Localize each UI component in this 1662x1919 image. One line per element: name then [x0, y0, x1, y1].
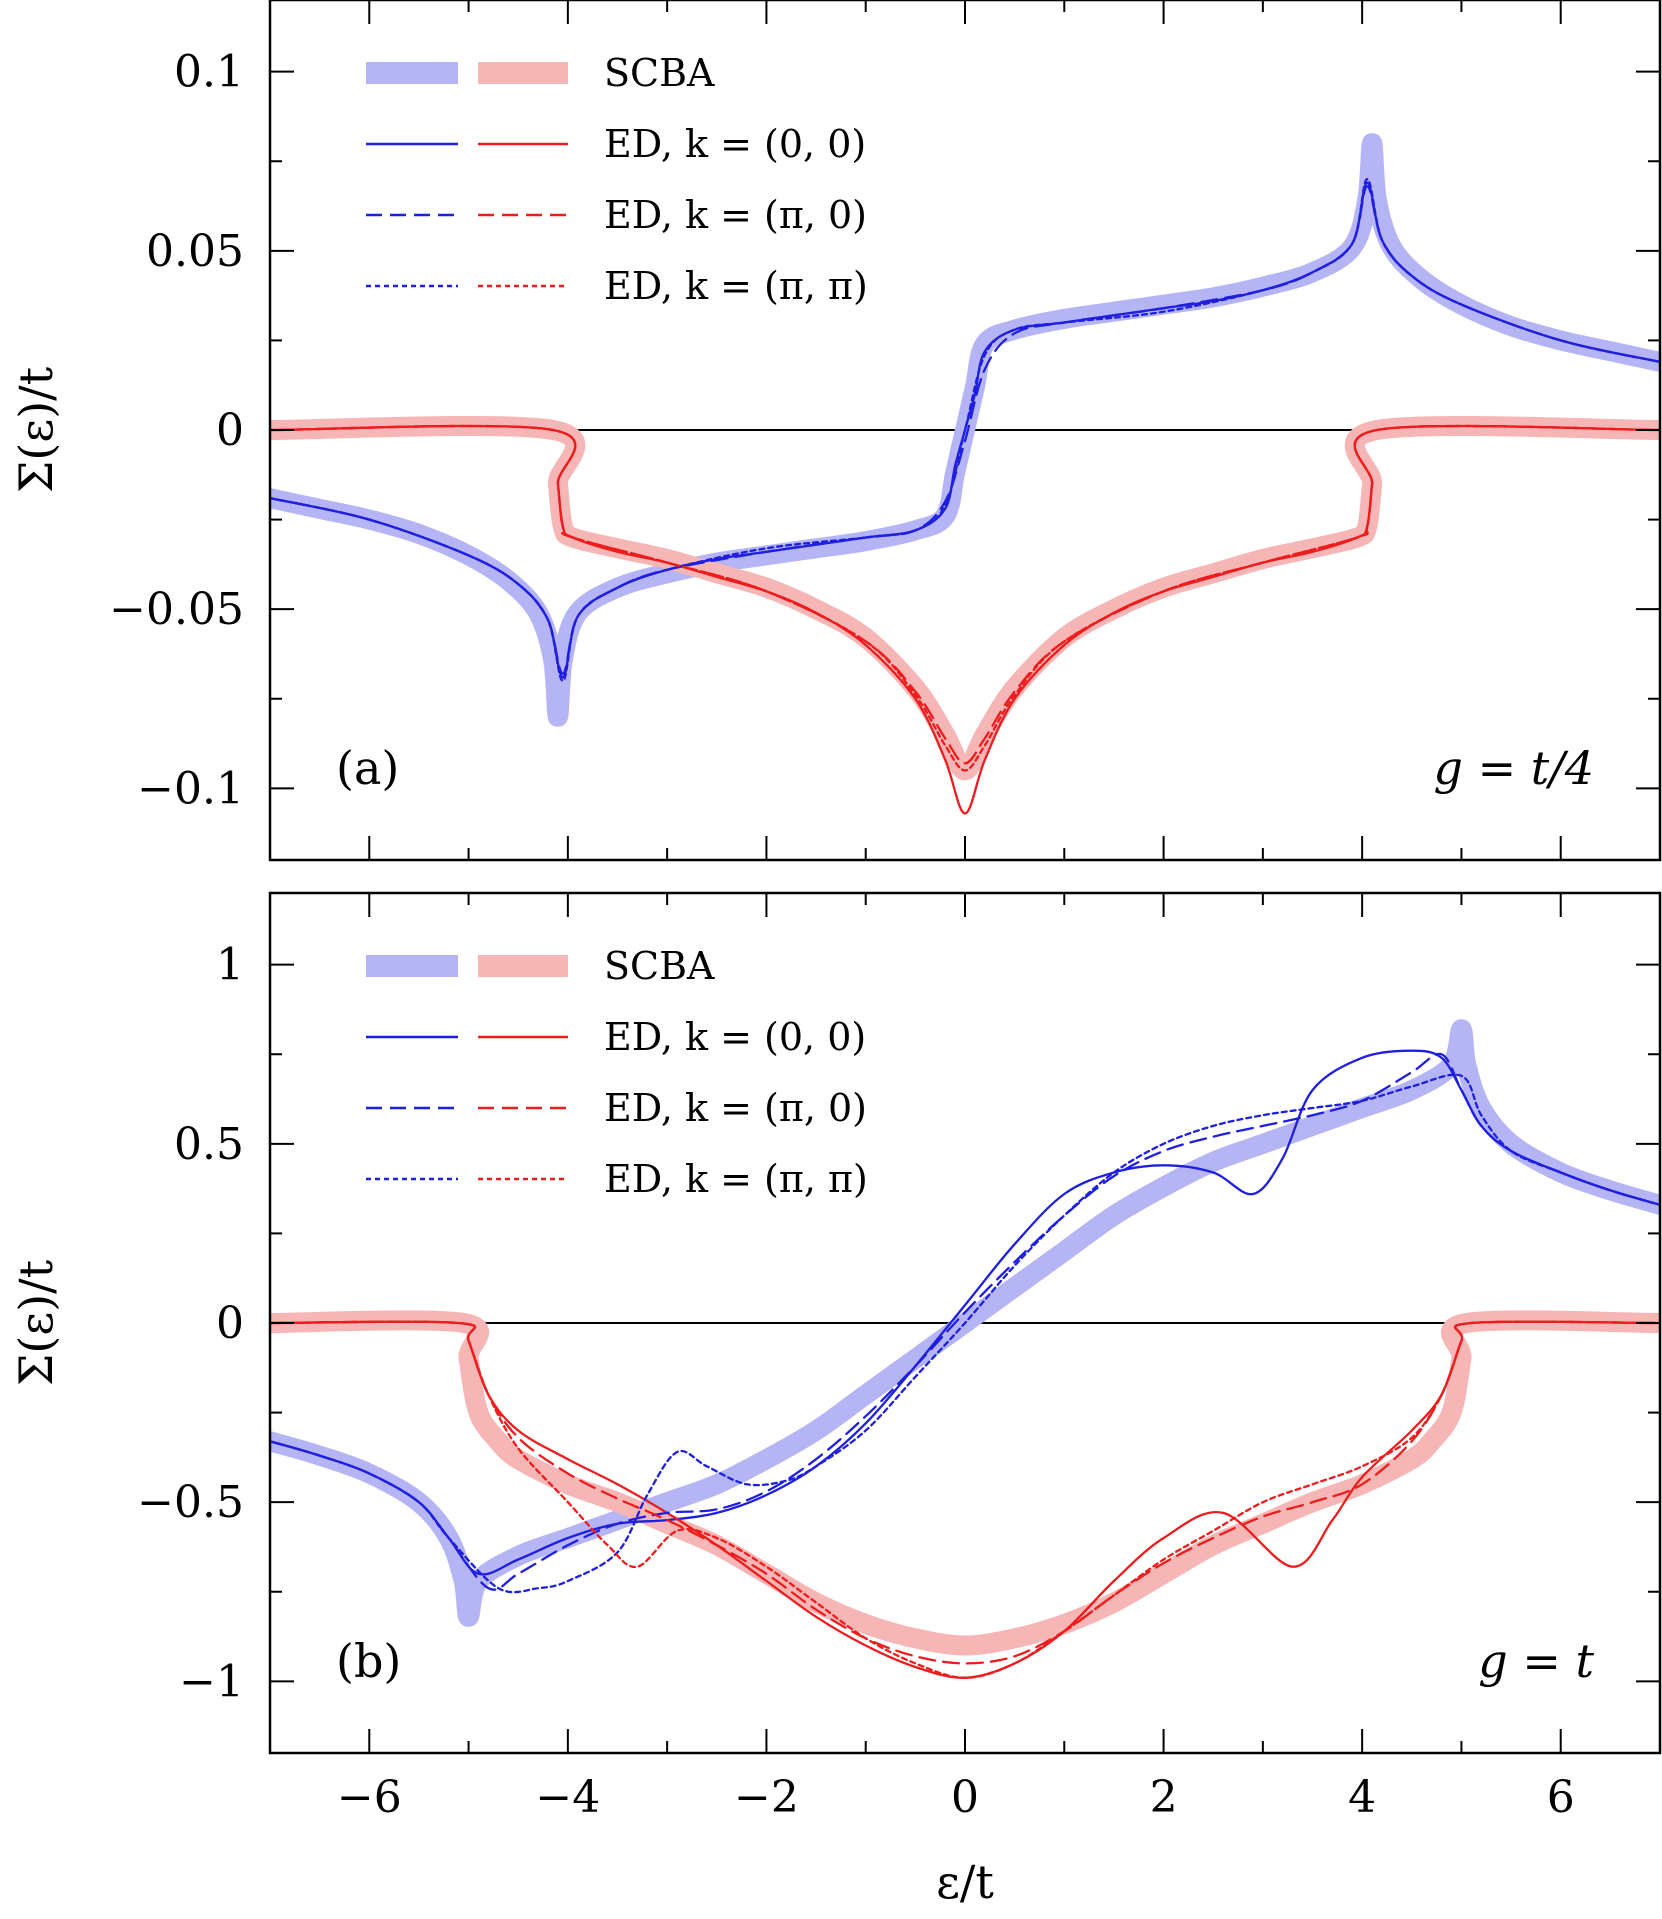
x-axis-label: ε/t: [936, 1855, 994, 1909]
x-tick-label: 2: [1150, 1772, 1178, 1823]
y-tick-label: 0: [216, 1298, 244, 1349]
legend: SCBA ED, k = (0, 0) ED, k = (π, 0) ED, k…: [366, 51, 868, 308]
ed-curves: [270, 1049, 1660, 1679]
y-tick-label: −0.05: [109, 584, 244, 635]
scba-imaginary-red-curve: [270, 416, 1660, 781]
legend-ed00-label: ED, k = (0, 0): [604, 1015, 866, 1059]
ed-real-blue-dotted-curve: [270, 1073, 1660, 1594]
legend-ed00-label: ED, k = (0, 0): [604, 122, 866, 166]
ticks: [270, 0, 1660, 860]
ed-imaginary-red-dashed-curve: [270, 1320, 1660, 1665]
x-tick-label: 6: [1547, 1772, 1575, 1823]
legend-scba-label: SCBA: [604, 944, 715, 988]
legend-edpi0-label: ED, k = (π, 0): [604, 1086, 867, 1130]
y-tick-labels: 0.1 0.05 0 −0.05 −0.1: [109, 47, 244, 815]
y-tick-label: −0.5: [137, 1477, 244, 1528]
panel-tag-a: (a): [336, 741, 399, 795]
x-tick-label: 0: [951, 1772, 979, 1823]
ed-real-blue-dotted-curve: [270, 178, 1660, 682]
ed-real-blue-dashed-curve: [270, 1052, 1660, 1591]
x-tick-label: −4: [535, 1772, 600, 1823]
legend-edpipi-label: ED, k = (π, π): [604, 264, 868, 308]
x-tick-labels: −6 −4 −2 0 2 4 6: [337, 1772, 1575, 1823]
panel-b: 1 0.5 0 −0.5 −1 Σ(ε)/t SCBA ED, k = (0, 0) E…: [9, 891, 1662, 1755]
scba-bands: [270, 133, 1660, 781]
ticks: [270, 893, 1660, 1753]
y-axis-label: Σ(ε)/t: [9, 1259, 63, 1386]
param-label-b: g = t: [1478, 1634, 1594, 1688]
scba-bands: [270, 1019, 1660, 1656]
scba-imaginary-red-curve: [270, 1310, 1660, 1656]
legend-scba-label: SCBA: [604, 51, 715, 95]
y-tick-label: −1: [179, 1656, 244, 1707]
y-tick-label: 0: [216, 405, 244, 456]
panel-tag-b: (b): [336, 1634, 401, 1688]
legend-edpipi-label: ED, k = (π, π): [604, 1157, 868, 1201]
y-tick-label: 1: [216, 940, 244, 991]
y-tick-labels: 1 0.5 0 −0.5 −1: [137, 940, 244, 1708]
x-tick-label: −2: [734, 1772, 799, 1823]
x-tick-label: −6: [337, 1772, 402, 1823]
ed-curves: [270, 178, 1660, 815]
ed-imaginary-red-dotted-curve: [270, 424, 1660, 772]
y-axis-label: Σ(ε)/t: [9, 366, 63, 493]
legend: SCBA ED, k = (0, 0) ED, k = (π, 0) ED, k…: [366, 944, 868, 1201]
x-tick-label: 4: [1348, 1772, 1376, 1823]
ed-imaginary-red-dotted-curve: [270, 1320, 1660, 1679]
y-tick-label: 0.1: [174, 47, 244, 98]
panel-a: 0.1 0.05 0 −0.05 −0.1 Σ(ε)/t SCBA ED, k = (0…: [9, 0, 1662, 862]
legend-edpi0-label: ED, k = (π, 0): [604, 193, 867, 237]
y-tick-label: −0.1: [137, 763, 244, 814]
ed-imaginary-red-dashed-curve: [270, 424, 1660, 765]
param-label-a: g = t/4: [1434, 741, 1594, 795]
y-tick-label: 0.5: [174, 1119, 244, 1170]
y-tick-label: 0.05: [146, 226, 244, 277]
